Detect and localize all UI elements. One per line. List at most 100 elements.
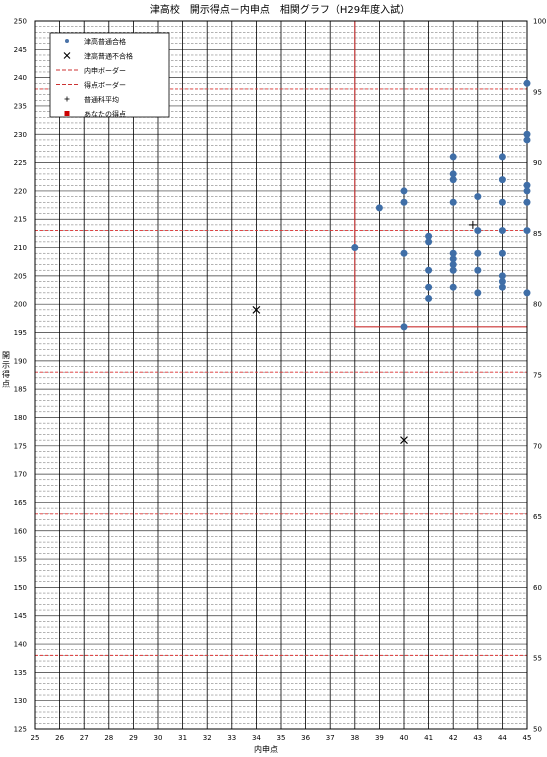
y-tick-label: 240	[14, 74, 27, 82]
pass-point	[498, 153, 506, 161]
legend-item-label: 津高普通不合格	[84, 52, 133, 61]
pass-point	[523, 198, 531, 206]
y-tick-label: 175	[14, 442, 27, 450]
x-tick-label: 29	[129, 734, 138, 742]
y2-tick-label: 60	[533, 584, 542, 592]
fail-point	[252, 305, 261, 314]
pass-point	[498, 278, 506, 286]
y-axis-label-char: 示	[2, 361, 10, 370]
x-tick-label: 27	[80, 734, 89, 742]
average-point	[468, 220, 477, 229]
x-tick-label: 39	[375, 734, 384, 742]
pass-point	[474, 289, 482, 297]
y-tick-label: 195	[14, 329, 27, 337]
pass-point	[425, 295, 433, 303]
y2-tick-labels: 50 55 60 65 70 75 80 85 90 95 100	[533, 18, 546, 734]
legend-box	[49, 32, 170, 118]
x-tick-label: 36	[301, 734, 310, 742]
legend-item-label: 得点ボーダー	[84, 81, 126, 90]
pass-point	[523, 136, 531, 144]
y-tick-label: 205	[14, 272, 27, 280]
data-points	[252, 79, 531, 445]
x-tick-label: 35	[277, 734, 286, 742]
pass-point	[498, 283, 506, 291]
legend-marker-square	[64, 111, 70, 116]
pass-point	[498, 249, 506, 257]
x-tick-label: 43	[473, 734, 482, 742]
pass-point	[425, 232, 433, 240]
y2-tick-label: 55	[533, 655, 542, 663]
y-tick-label: 160	[14, 527, 27, 535]
y-tick-label: 250	[14, 18, 27, 26]
x-tick-label: 38	[350, 734, 359, 742]
pass-point	[523, 289, 531, 297]
pass-point	[449, 266, 457, 274]
y2-tick-label: 65	[533, 513, 542, 521]
pass-point	[449, 176, 457, 184]
legend-item-label: 津高普通合格	[84, 37, 126, 46]
pass-point	[523, 187, 531, 195]
y2-tick-label: 80	[533, 301, 542, 309]
legend-item-label: 内申ボーダー	[84, 66, 126, 75]
plot-frame	[34, 20, 528, 730]
y2-tick-label: 70	[533, 442, 542, 450]
y-tick-label: 245	[14, 46, 27, 54]
pass-point	[400, 249, 408, 257]
pass-point	[375, 204, 383, 212]
y-tick-label: 185	[14, 386, 27, 394]
pass-point	[400, 323, 408, 331]
y-tick-label: 230	[14, 131, 27, 139]
y-tick-label: 180	[14, 414, 27, 422]
pass-point	[523, 79, 531, 87]
x-tick-label: 41	[424, 734, 433, 742]
x-tick-label: 33	[227, 734, 236, 742]
x-tick-label: 44	[498, 734, 507, 742]
pass-point	[449, 283, 457, 291]
y-tick-label: 135	[14, 669, 27, 677]
pass-point	[498, 272, 506, 280]
y-axis-label-char: 得	[2, 369, 10, 379]
y-tick-label: 225	[14, 159, 27, 167]
pass-point	[449, 249, 457, 257]
y-tick-labels: 125 130 135 140 145 150 155 160 165 170 175 180 185 1…	[14, 18, 27, 734]
y-tick-label: 155	[14, 556, 27, 564]
x-axis-label: 内申点	[254, 744, 278, 754]
pass-point	[498, 227, 506, 235]
x-tick-labels: 25 26 27 28 29 30 31 32 33 34 35 36 37 38 39 40 41 42 43 44…	[31, 734, 532, 742]
y-axis-label: 開示得点	[2, 351, 10, 389]
y-tick-label: 150	[14, 584, 27, 592]
x-tick-label: 45	[523, 734, 532, 742]
pass-point	[523, 227, 531, 235]
fail-point-stroke	[252, 305, 261, 314]
pass-point	[449, 170, 457, 178]
chart-title: 津高校 開示得点－内申点 相関グラフ（H29年度入試）	[150, 3, 410, 16]
x-tick-label: 32	[203, 734, 212, 742]
y-tick-label: 145	[14, 612, 27, 620]
pass-point	[474, 227, 482, 235]
pass-point	[523, 181, 531, 189]
y2-tick-label: 95	[533, 88, 542, 96]
x-tick-label: 25	[31, 734, 40, 742]
y2-tick-label: 85	[533, 230, 542, 238]
pass-point	[449, 198, 457, 206]
grid	[34, 20, 528, 730]
y-tick-label: 165	[14, 499, 27, 507]
y2-tick-label: 75	[533, 372, 542, 380]
pass-point	[425, 283, 433, 291]
pass-point	[449, 153, 457, 161]
y-tick-label: 190	[14, 357, 27, 365]
pass-point	[400, 187, 408, 195]
y2-tick-label: 100	[533, 18, 546, 26]
pass-point	[474, 266, 482, 274]
y-tick-label: 130	[14, 697, 27, 705]
y-axis-label-char: 開	[2, 351, 10, 360]
x-tick-label: 37	[326, 734, 335, 742]
y-tick-label: 220	[14, 187, 27, 195]
pass-point	[523, 130, 531, 138]
x-tick-label: 34	[252, 734, 261, 742]
pass-point	[425, 238, 433, 246]
y2-tick-label: 90	[533, 159, 542, 167]
y-tick-label: 200	[14, 301, 27, 309]
